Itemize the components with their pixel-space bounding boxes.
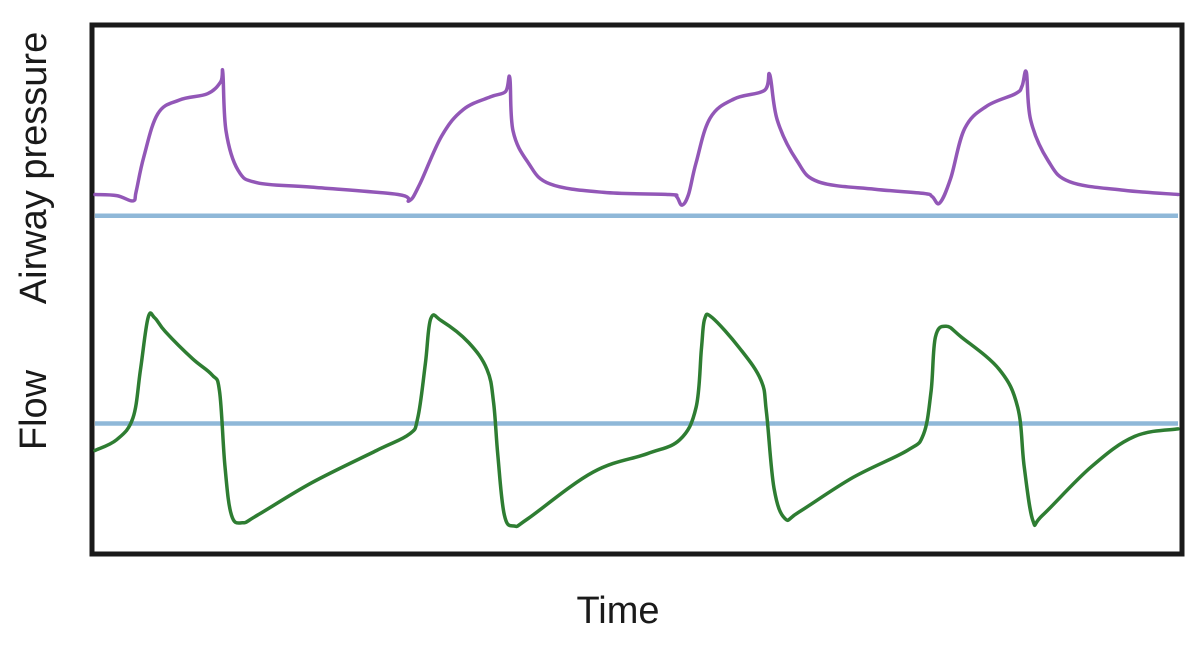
flow-series-line [93, 311, 1180, 529]
series-group [93, 67, 1180, 529]
airway-pressure-series-line [93, 67, 1180, 207]
y-axis-label-flow: Flow [13, 369, 55, 450]
x-axis-label: Time [576, 590, 659, 632]
plot-frame [89, 22, 1185, 557]
baseline-group [95, 213, 1178, 426]
y-axis-label-pressure: Airway pressure [13, 32, 55, 304]
